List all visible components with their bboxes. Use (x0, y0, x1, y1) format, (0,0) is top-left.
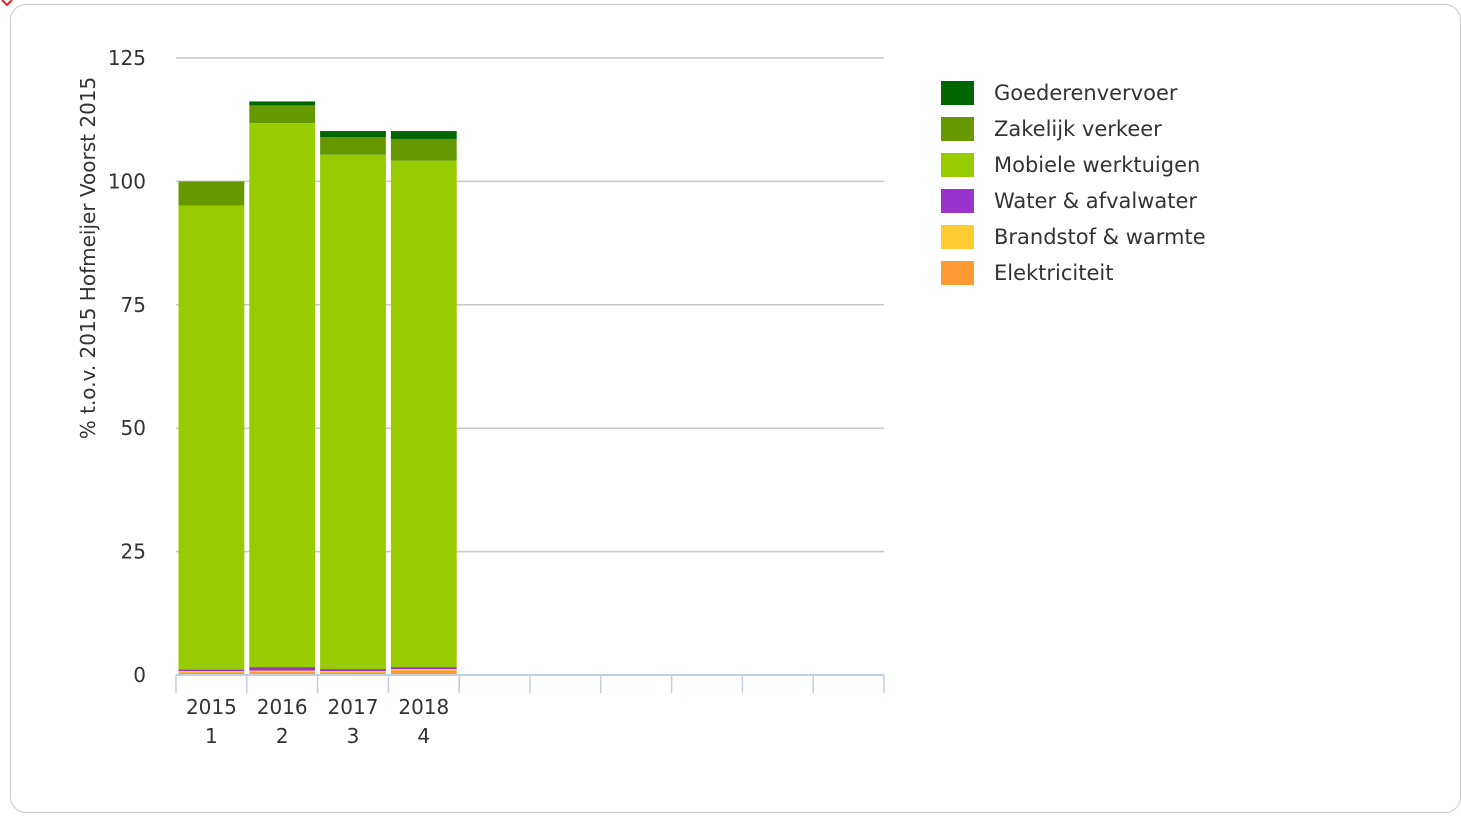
y-tick-label: 50 (121, 416, 146, 440)
bar-stacks (178, 101, 457, 675)
legend-swatch (941, 81, 974, 105)
legend-swatch (941, 117, 974, 141)
legend-swatch (941, 189, 974, 213)
x-tick-label: 2015 (186, 695, 237, 719)
y-axis-label: % t.o.v. 2015 Hofmeijer Voorst 2015 (76, 77, 100, 440)
x-tick-label: 2017 (328, 695, 379, 719)
bar-segment[interactable] (178, 672, 245, 675)
bar-segment[interactable] (320, 672, 386, 675)
legend-label: Water & afvalwater (994, 189, 1198, 213)
x-tick-label: 4 (417, 724, 430, 748)
bar-segment[interactable] (390, 138, 457, 161)
legend-label: Elektriciteit (994, 261, 1114, 285)
bar-segment[interactable] (178, 181, 245, 206)
bar-segment[interactable] (249, 672, 316, 675)
bar-segment[interactable] (390, 131, 457, 139)
bar-segment[interactable] (249, 101, 316, 106)
x-tick-label: 2016 (257, 695, 308, 719)
bar-segment[interactable] (249, 670, 316, 673)
x-tick-label: 2 (276, 724, 289, 748)
y-tick-label: 0 (133, 663, 146, 687)
bar-segment[interactable] (249, 105, 316, 124)
y-tick-label: 25 (121, 540, 146, 564)
bar-segment[interactable] (249, 123, 316, 668)
bar-segment[interactable] (249, 667, 316, 671)
x-tick-label: 2018 (398, 695, 449, 719)
bar-segment[interactable] (320, 131, 386, 137)
y-tick-label: 100 (108, 169, 146, 193)
bar-segment[interactable] (390, 160, 457, 668)
y-tick-label: 125 (108, 46, 146, 70)
bar-segment[interactable] (178, 671, 245, 673)
legend-label: Brandstof & warmte (994, 225, 1206, 249)
axes: 0 25 50 75 100 125 2015 1 2016 2 2017 3 2018 4 (108, 46, 885, 748)
legend-label: Zakelijk verkeer (994, 117, 1162, 141)
x-tick-label: 1 (205, 724, 218, 748)
legend-swatch (941, 225, 974, 249)
bar-segment[interactable] (390, 670, 457, 675)
y-tick-label: 75 (121, 293, 146, 317)
bar-segment[interactable] (390, 667, 457, 670)
bar-segment[interactable] (320, 669, 386, 672)
corner-marker-icon (1, 0, 13, 6)
bar-segment[interactable] (178, 669, 245, 672)
bar-segment[interactable] (178, 205, 245, 670)
bar-segment[interactable] (320, 154, 386, 670)
legend-label: Mobiele werktuigen (994, 153, 1201, 177)
bar-segment[interactable] (390, 669, 457, 671)
x-tick-label: 3 (347, 724, 360, 748)
bar-segment[interactable] (320, 671, 386, 673)
legend-swatch (941, 153, 974, 177)
legend-swatch (941, 261, 974, 285)
legend-label: Goederenvervoer (994, 81, 1178, 105)
bar-segment[interactable] (320, 136, 386, 155)
